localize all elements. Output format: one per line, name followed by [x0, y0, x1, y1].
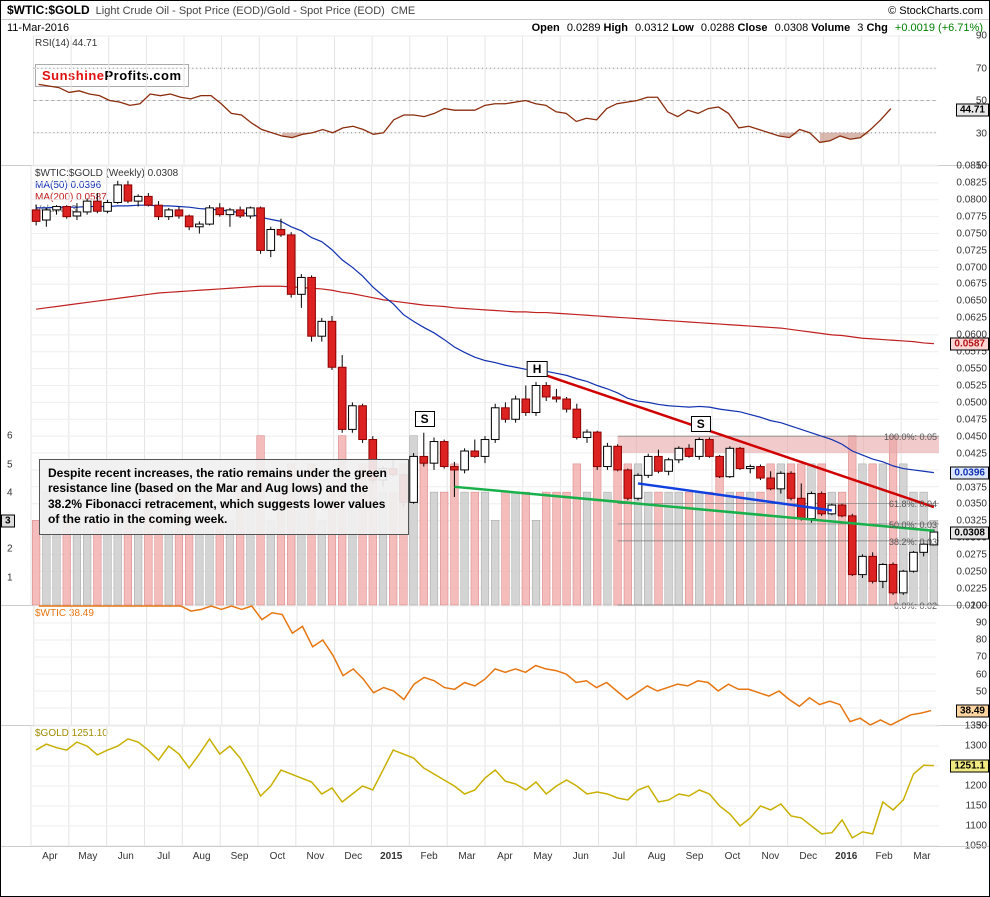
x-axis-label: Jun [573, 851, 589, 862]
exchange: CME [391, 5, 415, 17]
x-axis-label: Apr [497, 851, 513, 862]
x-axis-label: Apr [42, 851, 58, 862]
wtic-axis: 3040506070809010038.49 [941, 606, 989, 725]
x-axis-label: Mar [458, 851, 475, 862]
chart-header: $WTIC:$GOLD Light Crude Oil - Spot Price… [1, 1, 989, 20]
x-axis-label: Dec [799, 851, 817, 862]
open-label: Open [532, 22, 560, 34]
close-label: Close [738, 22, 768, 34]
ohlc-bar: 11-Mar-2016 Open 0.0289 High 0.0312 Low … [1, 20, 989, 36]
x-axis-label: Aug [193, 851, 211, 862]
x-axis-label: 2016 [835, 851, 857, 862]
wtic-panel: $WTIC 38.49 3040506070809010038.49 [1, 606, 989, 726]
x-axis: Apr May Jun Jul Aug Sep Oct Nov Dec 2015 Feb Mar Apr… [1, 846, 989, 864]
fib-level-label: 61.8%: 0.04 [889, 499, 937, 509]
chart-date: 11-Mar-2016 [7, 22, 69, 34]
fib-level-label: 38.2%: 0.03 [889, 537, 937, 547]
x-axis-label: Sep [231, 851, 249, 862]
x-axis-label: 2015 [380, 851, 402, 862]
x-axis-label: May [78, 851, 97, 862]
gold-axis: 10501100115012001250130013501251.1 [941, 726, 989, 846]
x-axis-label: Feb [876, 851, 893, 862]
gold-plot[interactable] [31, 726, 939, 846]
pattern-label-S: S [415, 411, 435, 427]
price-plot[interactable]: S H S Despite recent increases, the ratio … [31, 166, 939, 605]
gold-panel: $GOLD 1251.10 10501100115012001250130013… [1, 726, 989, 846]
volume-label: Volume [811, 22, 850, 34]
rsi-panel: RSI(14) 44.71 SunshineProfits.com 103050… [1, 36, 989, 166]
fib-level-label: 50.0%: 0.03 [889, 520, 937, 530]
high-label: High [604, 22, 628, 34]
x-axis-label: May [533, 851, 552, 862]
low-value: 0.0288 [701, 22, 735, 34]
source-credit: © StockCharts.com [888, 5, 983, 17]
open-value: 0.0289 [567, 22, 601, 34]
x-axis-label: Dec [344, 851, 362, 862]
price-axis-right: 0.02000.02250.02500.02750.03000.03250.03… [941, 166, 989, 605]
close-value: 0.0308 [775, 22, 809, 34]
x-axis-label: Aug [648, 851, 666, 862]
ticker-symbol: $WTIC:$GOLD [7, 3, 90, 17]
x-axis-label: Jul [157, 851, 170, 862]
fib-level-label: 100.0%: 0.05 [884, 432, 937, 442]
annotation-box: Despite recent increases, the ratio rema… [39, 459, 409, 535]
volume-axis-left: 1234563 [1, 166, 27, 605]
x-axis-label: Mar [913, 851, 930, 862]
rsi-axis: 103050709044.71 [941, 36, 989, 165]
rsi-plot[interactable] [31, 36, 939, 165]
ticker-desc: Light Crude Oil - Spot Price (EOD)/Gold … [96, 5, 385, 17]
x-axis-label: Oct [270, 851, 286, 862]
chg-label: Chg [866, 22, 887, 34]
price-panel: $WTIC:$GOLD (Weekly) 0.0308 MA(50) 0.039… [1, 166, 989, 606]
x-axis-label: Jul [612, 851, 625, 862]
x-axis-label: Feb [421, 851, 438, 862]
chg-value: +0.0019 (+6.71%) [895, 22, 983, 34]
pattern-label-H: H [527, 361, 548, 377]
x-axis-label: Sep [686, 851, 704, 862]
x-axis-label: Oct [725, 851, 741, 862]
high-value: 0.0312 [635, 22, 669, 34]
x-axis-label: Jun [118, 851, 134, 862]
x-axis-label: Nov [306, 851, 324, 862]
chart-container: $WTIC:$GOLD Light Crude Oil - Spot Price… [0, 0, 990, 897]
volume-value: 3 [857, 22, 863, 34]
low-label: Low [672, 22, 694, 34]
wtic-plot[interactable] [31, 606, 939, 725]
x-axis-label: Nov [761, 851, 779, 862]
pattern-label-S: S [691, 416, 711, 432]
